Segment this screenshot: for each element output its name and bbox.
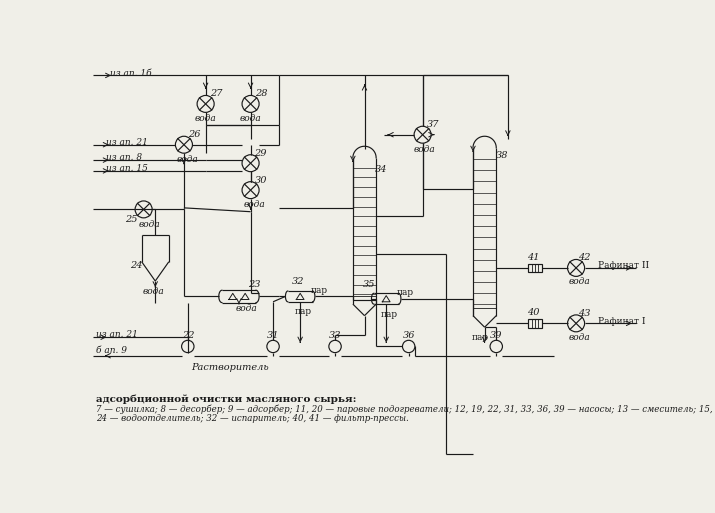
Text: пар: пар xyxy=(472,333,489,342)
Text: вода: вода xyxy=(194,114,217,123)
Text: из ап. 21: из ап. 21 xyxy=(107,138,148,147)
Text: вода: вода xyxy=(240,114,262,123)
Text: вода: вода xyxy=(569,333,591,342)
Text: 42: 42 xyxy=(578,253,591,263)
Text: 26: 26 xyxy=(188,130,200,139)
Text: 41: 41 xyxy=(527,252,540,262)
Text: 37: 37 xyxy=(428,120,440,129)
Text: 22: 22 xyxy=(182,331,194,340)
Text: 36: 36 xyxy=(403,331,415,340)
Text: Рафинат II: Рафинат II xyxy=(598,261,649,270)
Text: из ап. 21: из ап. 21 xyxy=(96,330,137,340)
Text: 39: 39 xyxy=(490,331,503,340)
Text: 40: 40 xyxy=(527,308,540,317)
Text: вода: вода xyxy=(143,287,164,297)
Text: из ап. 1б: из ап. 1б xyxy=(110,69,152,77)
Text: из ап. 8: из ап. 8 xyxy=(107,153,142,162)
Text: вода: вода xyxy=(414,145,436,154)
Text: 38: 38 xyxy=(495,151,508,160)
Text: вода: вода xyxy=(139,220,161,229)
Text: 27: 27 xyxy=(210,89,223,98)
Text: 43: 43 xyxy=(578,309,591,318)
Text: вода: вода xyxy=(569,278,591,286)
Text: 31: 31 xyxy=(267,331,280,340)
Text: 7 — сушилка; 8 — десорбер; 9 — адсорбер; 11, 20 — паровые подогреватели; 12, 19,: 7 — сушилка; 8 — десорбер; 9 — адсорбер;… xyxy=(96,404,715,413)
Text: 35: 35 xyxy=(363,280,375,289)
Text: пар: пар xyxy=(295,307,312,317)
Text: пар: пар xyxy=(397,288,414,297)
Text: 30: 30 xyxy=(255,175,267,185)
Text: пар: пар xyxy=(380,310,398,319)
Text: адсорбционной очистки масляного сырья:: адсорбционной очистки масляного сырья: xyxy=(96,394,356,404)
Text: 33: 33 xyxy=(329,331,341,340)
Text: 25: 25 xyxy=(125,215,137,224)
Text: 23: 23 xyxy=(248,281,261,289)
Text: Растворитель: Растворитель xyxy=(192,363,270,372)
Text: вода: вода xyxy=(244,200,265,209)
Text: 24: 24 xyxy=(130,261,143,270)
Text: из ап. 15: из ап. 15 xyxy=(107,164,148,173)
Text: Рафинат I: Рафинат I xyxy=(598,317,645,326)
Text: 29: 29 xyxy=(255,149,267,157)
Bar xyxy=(528,319,542,328)
Bar xyxy=(528,264,542,272)
Text: вода: вода xyxy=(177,155,199,164)
Text: 32: 32 xyxy=(292,278,305,286)
Text: 28: 28 xyxy=(255,89,267,98)
Text: 24 — водоотделитель; 32 — испаритель; 40, 41 — фильтр-прессы.: 24 — водоотделитель; 32 — испаритель; 40… xyxy=(96,414,408,423)
Text: 34: 34 xyxy=(375,165,388,174)
Text: пар: пар xyxy=(311,286,328,295)
Text: б ап. 9: б ап. 9 xyxy=(96,346,127,355)
Text: вода: вода xyxy=(236,304,257,313)
